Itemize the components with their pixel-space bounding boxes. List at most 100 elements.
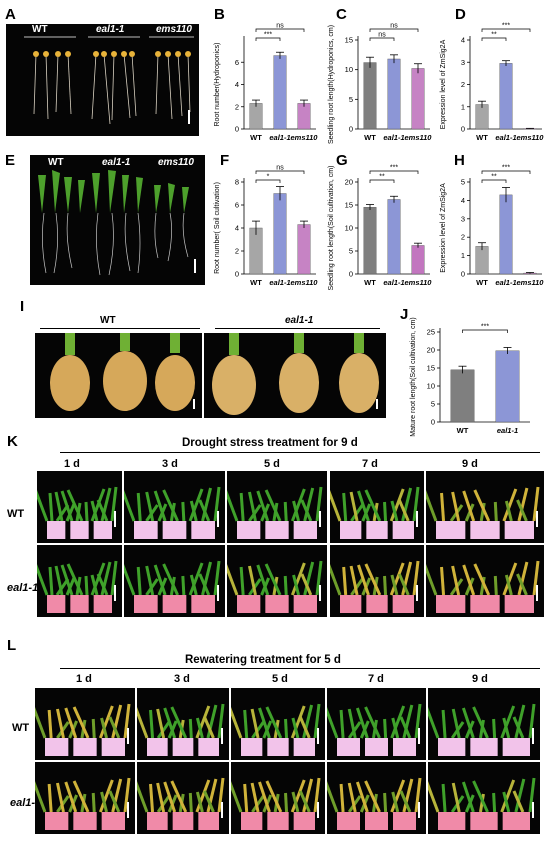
header-eal1-1: eal1-1: [285, 315, 314, 326]
y-axis-label: Expression level of ZmSig2A: [440, 39, 447, 129]
significance-label: ***: [481, 324, 489, 331]
significance-bracket: [481, 179, 507, 183]
scale-bar: [376, 399, 378, 409]
y-tick-label: 20: [427, 346, 435, 355]
x-tick-label: eal1-1: [269, 278, 290, 287]
row-label-wt: WT: [12, 722, 30, 734]
y-tick-label: 5: [349, 95, 353, 104]
y-tick-label: 0: [235, 125, 239, 134]
significance-bracket: [462, 329, 508, 333]
bar: [411, 68, 425, 130]
y-tick-label: 1: [461, 102, 465, 111]
chart-f-root-number-soil: Root number( Soil cultivation) 0 2 4 6 8 WT eal…: [210, 156, 322, 294]
significance-bracket: [481, 170, 531, 174]
significance-label: ns: [390, 23, 398, 30]
chart-g-root-length-soil: Seedling root length(Soil cultivation, c…: [324, 156, 436, 294]
header-ems110: ems110: [156, 24, 192, 35]
soil-seedlings-photo: WT eal1-1 ems110: [30, 155, 205, 285]
x-tick-label: WT: [457, 426, 469, 435]
x-tick-label: eal1-1: [269, 133, 290, 142]
y-tick-label: 4: [235, 80, 239, 89]
day-label: 5 d: [264, 458, 280, 470]
hydroponic-seedlings-photo: WT eal1-1 ems110: [6, 24, 199, 136]
bar: [450, 369, 475, 423]
row-label-wt: WT: [7, 508, 25, 520]
bar: [387, 58, 401, 130]
plant-photo: [37, 545, 122, 617]
panel-label-b: B: [214, 6, 225, 23]
bar: [499, 63, 513, 130]
x-tick-label: ems110: [291, 133, 319, 142]
chart-svg: Root number(Hydroponics) 0 2 4 6 WT eal1-1 ems1…: [214, 23, 319, 143]
x-tick-label: eal1-1: [497, 426, 518, 435]
bar: [249, 103, 263, 130]
y-tick-label: 20: [345, 178, 353, 187]
chart-svg: Seedling root length(Hydroponics, cm) 0 5 1…: [328, 23, 432, 145]
bar: [475, 104, 489, 130]
x-tick-label: eal1-1: [495, 278, 516, 287]
scale-bar: [193, 399, 195, 409]
bar: [475, 246, 489, 275]
significance-bracket: [255, 170, 305, 174]
y-tick-label: 15: [345, 36, 353, 45]
day-label: 5 d: [272, 673, 288, 685]
x-tick-label: WT: [250, 133, 262, 142]
significance-bracket: [255, 28, 305, 32]
plant-photo: [330, 545, 424, 617]
y-tick-label: 0: [235, 270, 239, 279]
panel-label-j: J: [400, 306, 409, 323]
plant-photo: [330, 471, 424, 543]
panel-label-g: G: [336, 152, 348, 169]
day-label: 3 d: [162, 458, 178, 470]
bar: [387, 199, 401, 275]
significance-label: *: [267, 174, 270, 181]
y-axis-label: Seedling root length(Soil cultivation, c…: [328, 166, 335, 291]
significance-bracket: [369, 28, 419, 32]
y-tick-label: 3: [461, 214, 465, 223]
significance-label: ***: [264, 32, 272, 39]
treatment-title-drought: Drought stress treatment for 9 d: [182, 437, 358, 449]
significance-label: **: [491, 32, 497, 39]
bar: [499, 194, 513, 275]
panel-label-k: K: [7, 433, 18, 450]
chart-svg: Root number( Soil cultivation) 0 2 4 6 8 WT eal…: [214, 165, 318, 288]
y-tick-label: 2: [235, 102, 239, 111]
significance-bracket: [481, 28, 531, 32]
significance-label: **: [491, 174, 497, 181]
header-underline: [40, 328, 200, 329]
panel-label-f: F: [220, 152, 230, 169]
panel-label-a: A: [5, 6, 16, 23]
x-tick-label: eal1-1: [383, 278, 404, 287]
plant-photo: [426, 471, 544, 543]
day-label: 1 d: [76, 673, 92, 685]
bar: [363, 207, 377, 275]
x-tick-label: ems110: [517, 278, 545, 287]
significance-label: ns: [276, 23, 284, 30]
mature-roots-wt-drawing: [50, 333, 195, 411]
y-axis-label: Mature root length(Soil cultivation, cm): [410, 317, 417, 436]
panel-label-l: L: [7, 637, 17, 654]
seedling-shoots-drawing: [38, 170, 189, 276]
plant-photo: [124, 471, 225, 543]
plant-photo: [137, 688, 229, 760]
header-wt: WT: [48, 157, 64, 168]
x-tick-label: WT: [364, 278, 376, 287]
y-tick-label: 5: [431, 400, 435, 409]
x-tick-label: WT: [476, 133, 488, 142]
y-tick-label: 10: [345, 65, 353, 74]
significance-label: ns: [378, 32, 386, 39]
chart-b-root-number-hydroponics: Root number(Hydroponics) 0 2 4 6 WT eal1-1 ems1…: [210, 14, 322, 149]
x-tick-label: WT: [364, 133, 376, 142]
bar: [297, 103, 311, 130]
treatment-title-line: [60, 452, 540, 453]
bar: [495, 350, 520, 423]
plant-photo: [426, 545, 544, 617]
chart-svg: Seedling root length(Soil cultivation, c…: [328, 165, 432, 291]
header-eal1-1: eal1-1: [96, 24, 125, 35]
scale-bar: [194, 259, 196, 273]
plant-photo: [231, 688, 325, 760]
panel-label-e: E: [5, 152, 16, 169]
significance-bracket: [255, 37, 281, 41]
day-label: 7 d: [362, 458, 378, 470]
plant-photo: [428, 688, 540, 760]
